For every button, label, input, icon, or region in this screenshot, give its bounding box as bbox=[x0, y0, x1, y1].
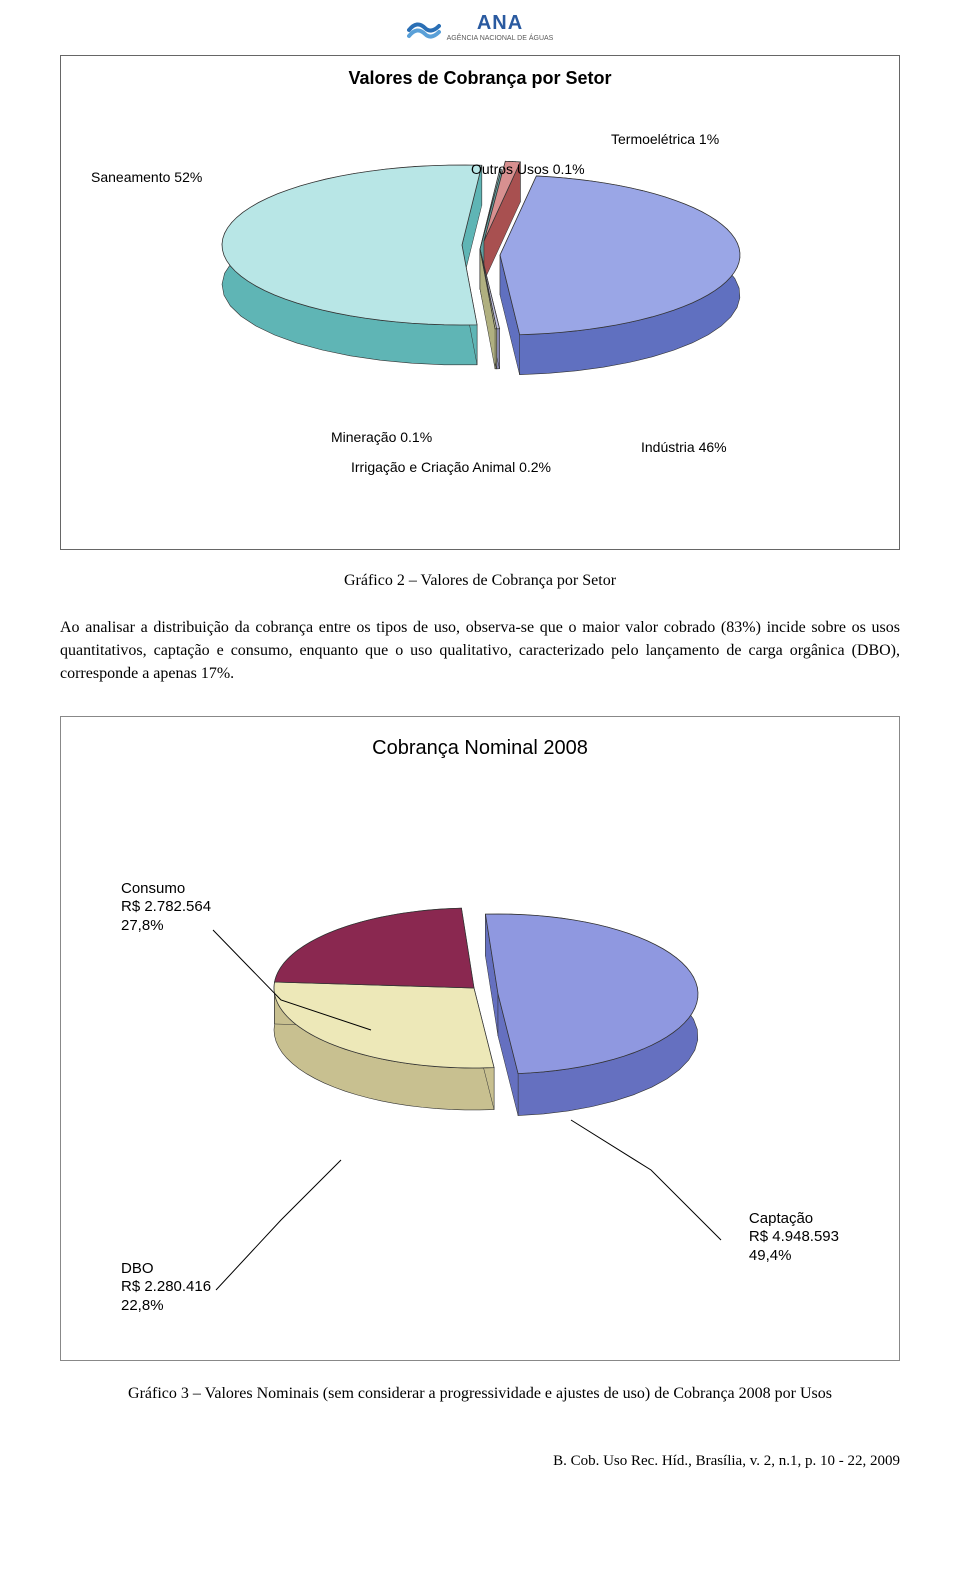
footer-citation: B. Cob. Uso Rec. Híd., Brasília, v. 2, n… bbox=[60, 1453, 900, 1470]
logo-subtitle: AGÊNCIA NACIONAL DE ÁGUAS bbox=[447, 35, 554, 42]
chart1-container: Valores de Cobrança por Setor Saneamento… bbox=[60, 55, 900, 550]
chart1-label-industria: Indústria 46% bbox=[641, 439, 727, 455]
chart2-leaders bbox=[121, 860, 841, 1330]
chart1-plot-area: Saneamento 52% Outros Usos 0.1% Termoelé… bbox=[71, 129, 889, 529]
logo-name: ANA bbox=[447, 12, 554, 35]
chart2-container: Cobrança Nominal 2008 Consumo R$ 2.782.5… bbox=[60, 716, 900, 1361]
chart1-label-irrig: Irrigação e Criação Animal 0.2% bbox=[351, 459, 551, 475]
chart1-label-termo: Termoelétrica 1% bbox=[611, 131, 719, 147]
chart2-plot-area: Consumo R$ 2.782.564 27,8% DBO R$ 2.280.… bbox=[121, 860, 839, 1330]
wave-logo-icon bbox=[407, 14, 441, 40]
chart2-title: Cobrança Nominal 2008 bbox=[121, 737, 839, 760]
analysis-paragraph: Ao analisar a distribuição da cobrança e… bbox=[60, 616, 900, 686]
chart1-label-miner: Mineração 0.1% bbox=[331, 429, 432, 445]
chart1-label-outros: Outros Usos 0.1% bbox=[471, 161, 585, 177]
chart2-caption: Gráfico 3 – Valores Nominais (sem consid… bbox=[60, 1385, 900, 1403]
chart1-title: Valores de Cobrança por Setor bbox=[71, 68, 889, 89]
agency-logo: ANA AGÊNCIA NACIONAL DE ÁGUAS bbox=[60, 0, 900, 51]
chart1-caption: Gráfico 2 – Valores de Cobrança por Seto… bbox=[60, 572, 900, 590]
chart1-label-saneamento: Saneamento 52% bbox=[91, 169, 202, 185]
